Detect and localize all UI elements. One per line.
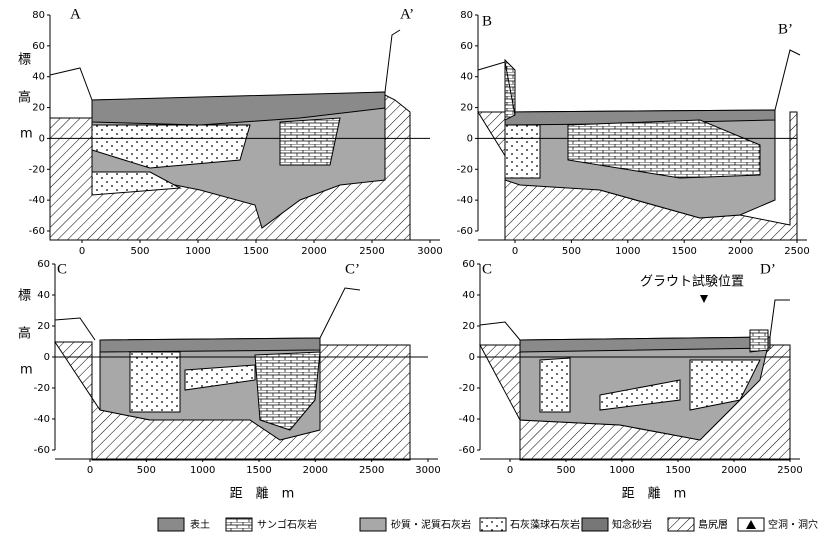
legend-label: 表土 bbox=[190, 518, 210, 531]
x-tick-label: 0 bbox=[507, 465, 513, 476]
y-tick-label: -60 bbox=[457, 226, 473, 237]
y-tick-label: 20 bbox=[460, 103, 473, 114]
y-title: 標 bbox=[18, 53, 31, 68]
section-label: D’ bbox=[760, 261, 776, 277]
y-title: m bbox=[20, 127, 33, 142]
y-title: m bbox=[20, 363, 33, 378]
y-tick-label: -20 bbox=[457, 164, 473, 175]
y-tick-label: 60 bbox=[37, 259, 50, 270]
y-tick-label: -40 bbox=[457, 195, 473, 206]
y-tick-label: 20 bbox=[462, 321, 475, 332]
x-tick-label: 0 bbox=[87, 465, 93, 476]
legend-swatch bbox=[158, 518, 184, 531]
x-tick-label: 2000 bbox=[728, 246, 753, 257]
y-tick-label: 40 bbox=[37, 290, 50, 301]
section-label: C’ bbox=[345, 261, 360, 277]
y-tick-label: -20 bbox=[29, 164, 45, 175]
x-tick-label: 500 bbox=[556, 465, 575, 476]
y-tick-label: -40 bbox=[29, 195, 45, 206]
y-tick-label: -20 bbox=[34, 383, 50, 394]
x-tick-label: 1000 bbox=[185, 246, 210, 257]
legend-swatch bbox=[480, 518, 506, 531]
annotation: グラウト試験位置 bbox=[640, 274, 744, 290]
legend-swatch bbox=[226, 518, 252, 531]
section-label: C bbox=[482, 261, 492, 277]
x-tick-label: 2500 bbox=[359, 246, 384, 257]
x-title: 距 離 m bbox=[230, 487, 295, 502]
y-title: 高 bbox=[18, 90, 31, 106]
legend-label: 島尻層 bbox=[698, 518, 728, 531]
legend-label: 石灰藻球石灰岩 bbox=[510, 518, 580, 531]
y-axis-title-top: 標 高 m 標 高 m bbox=[18, 53, 33, 378]
y-tick-label: 40 bbox=[32, 72, 45, 83]
y-tick-label: -40 bbox=[34, 414, 50, 425]
y-tick-label: 60 bbox=[460, 41, 473, 52]
x-tick-label: 1000 bbox=[190, 465, 215, 476]
figure: 標 高 m 標 高 m 距 離 m 距 離 m グラウト試験位置 表土 サンゴ石… bbox=[0, 0, 828, 540]
legend: 表土 サンゴ石灰岩 砂質・泥質石灰岩 石灰藻球石灰岩 知念砂岩 島尻層 空洞・洞… bbox=[158, 518, 818, 531]
legend-label: 空洞・洞穴 bbox=[768, 518, 818, 531]
section-label: A bbox=[70, 6, 81, 22]
x-tick-label: 1000 bbox=[609, 465, 634, 476]
x-tick-label: 1000 bbox=[615, 246, 640, 257]
y-tick-label: -20 bbox=[459, 383, 475, 394]
section-c bbox=[55, 288, 410, 460]
x-tick-label: 1500 bbox=[665, 465, 690, 476]
legend-swatch bbox=[668, 518, 694, 531]
legend-swatch bbox=[360, 518, 386, 531]
y-tick-label: 20 bbox=[37, 321, 50, 332]
x-tick-label: 1500 bbox=[243, 246, 268, 257]
x-tick-label: 500 bbox=[562, 246, 581, 257]
legend-swatch bbox=[582, 518, 608, 531]
section-b bbox=[478, 50, 800, 240]
x-tick-label: 2000 bbox=[721, 465, 746, 476]
x-tick-label: 2500 bbox=[777, 465, 802, 476]
y-tick-label: -60 bbox=[29, 226, 45, 237]
section-d bbox=[480, 295, 790, 460]
x-tick-label: 2000 bbox=[301, 246, 326, 257]
x-tick-label: 2000 bbox=[303, 465, 328, 476]
y-title: 高 bbox=[18, 326, 31, 342]
legend-label: サンゴ石灰岩 bbox=[257, 518, 317, 531]
y-tick-label: -60 bbox=[34, 445, 50, 456]
section-label: C bbox=[57, 261, 67, 277]
y-tick-label: 60 bbox=[32, 41, 45, 52]
x-tick-label: 1500 bbox=[246, 465, 271, 476]
y-tick-label: 0 bbox=[39, 133, 45, 144]
x-tick-label: 1500 bbox=[671, 246, 696, 257]
x-tick-label: 0 bbox=[79, 246, 85, 257]
y-tick-label: -40 bbox=[459, 414, 475, 425]
y-tick-label: -60 bbox=[459, 445, 475, 456]
section-label: A’ bbox=[400, 6, 414, 22]
legend-label: 砂質・泥質石灰岩 bbox=[391, 518, 471, 531]
y-tick-label: 40 bbox=[460, 72, 473, 83]
y-tick-label: 60 bbox=[462, 259, 475, 270]
x-tick-label: 3000 bbox=[417, 246, 442, 257]
y-tick-label: 80 bbox=[32, 10, 45, 21]
x-title: 距 離 m bbox=[622, 487, 687, 502]
x-tick-label: 3000 bbox=[415, 465, 440, 476]
x-tick-label: 2500 bbox=[784, 246, 809, 257]
y-tick-label: 40 bbox=[462, 290, 475, 301]
x-tick-label: 0 bbox=[512, 246, 518, 257]
y-tick-label: 0 bbox=[469, 352, 475, 363]
legend-label: 知念砂岩 bbox=[612, 518, 652, 531]
y-tick-label: 0 bbox=[44, 352, 50, 363]
y-title: 標 bbox=[18, 289, 31, 304]
x-tick-label: 500 bbox=[130, 246, 149, 257]
section-a bbox=[50, 30, 410, 240]
y-tick-label: 0 bbox=[467, 133, 473, 144]
section-label: B’ bbox=[778, 21, 793, 37]
y-tick-label: 20 bbox=[32, 103, 45, 114]
x-tick-label: 2500 bbox=[359, 465, 384, 476]
y-tick-label: 80 bbox=[460, 10, 473, 21]
x-tick-label: 500 bbox=[137, 465, 156, 476]
section-label: B bbox=[482, 13, 492, 29]
